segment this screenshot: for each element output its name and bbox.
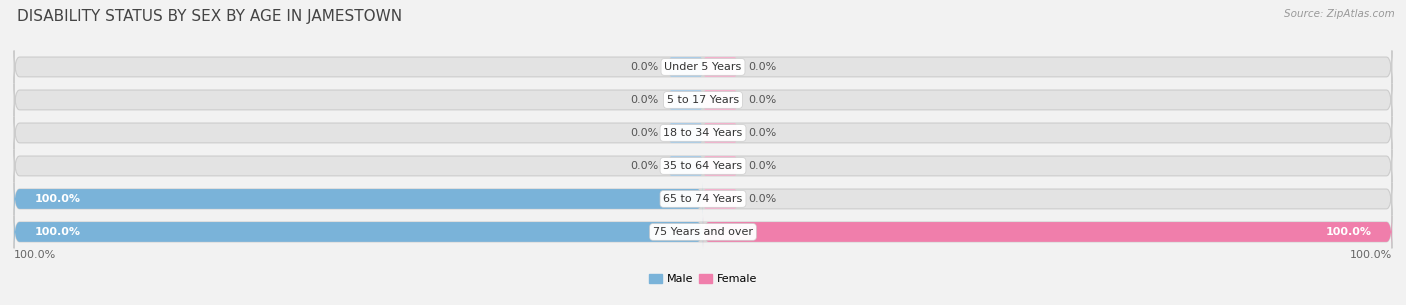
Text: 0.0%: 0.0%: [630, 161, 658, 171]
Text: 100.0%: 100.0%: [35, 227, 80, 237]
FancyBboxPatch shape: [703, 123, 738, 143]
FancyBboxPatch shape: [669, 123, 703, 143]
FancyBboxPatch shape: [703, 90, 738, 110]
Text: 0.0%: 0.0%: [630, 95, 658, 105]
Legend: Male, Female: Male, Female: [644, 270, 762, 289]
FancyBboxPatch shape: [14, 182, 703, 215]
Text: 100.0%: 100.0%: [1350, 250, 1392, 260]
Text: 100.0%: 100.0%: [35, 194, 80, 204]
FancyBboxPatch shape: [669, 57, 703, 77]
Text: 100.0%: 100.0%: [14, 250, 56, 260]
Text: 0.0%: 0.0%: [630, 62, 658, 72]
FancyBboxPatch shape: [14, 215, 1392, 249]
FancyBboxPatch shape: [703, 156, 738, 176]
Text: Under 5 Years: Under 5 Years: [665, 62, 741, 72]
FancyBboxPatch shape: [14, 50, 1392, 84]
FancyBboxPatch shape: [14, 215, 703, 249]
FancyBboxPatch shape: [703, 215, 1392, 249]
FancyBboxPatch shape: [669, 156, 703, 176]
Text: 0.0%: 0.0%: [748, 128, 776, 138]
FancyBboxPatch shape: [14, 182, 1392, 215]
Text: 0.0%: 0.0%: [748, 62, 776, 72]
Text: DISABILITY STATUS BY SEX BY AGE IN JAMESTOWN: DISABILITY STATUS BY SEX BY AGE IN JAMES…: [17, 9, 402, 24]
FancyBboxPatch shape: [703, 57, 738, 77]
FancyBboxPatch shape: [14, 149, 1392, 182]
FancyBboxPatch shape: [14, 117, 1392, 149]
Text: 5 to 17 Years: 5 to 17 Years: [666, 95, 740, 105]
Text: 35 to 64 Years: 35 to 64 Years: [664, 161, 742, 171]
Text: 0.0%: 0.0%: [748, 161, 776, 171]
Text: 18 to 34 Years: 18 to 34 Years: [664, 128, 742, 138]
Text: Source: ZipAtlas.com: Source: ZipAtlas.com: [1284, 9, 1395, 19]
FancyBboxPatch shape: [703, 189, 738, 209]
Text: 0.0%: 0.0%: [748, 95, 776, 105]
Text: 75 Years and over: 75 Years and over: [652, 227, 754, 237]
Text: 0.0%: 0.0%: [630, 128, 658, 138]
Text: 65 to 74 Years: 65 to 74 Years: [664, 194, 742, 204]
FancyBboxPatch shape: [669, 90, 703, 110]
Text: 0.0%: 0.0%: [748, 194, 776, 204]
Text: 100.0%: 100.0%: [1326, 227, 1371, 237]
FancyBboxPatch shape: [14, 84, 1392, 117]
